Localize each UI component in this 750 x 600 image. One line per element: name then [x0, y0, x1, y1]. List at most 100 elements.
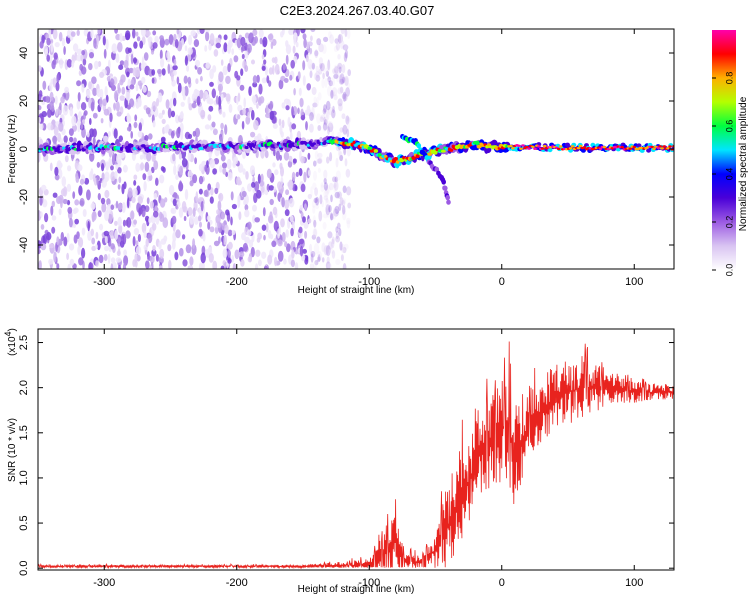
colorbar-label: Normalized spectral amplitude — [738, 96, 749, 231]
spectrogram-noise-blob — [59, 102, 62, 111]
spectrogram-noise-blob — [95, 231, 99, 240]
spectrogram-noise-blob — [338, 203, 342, 211]
spectrogram-noise-blob — [84, 177, 90, 185]
spectrogram-noise-blob — [99, 71, 105, 78]
spectrogram-noise-blob — [107, 131, 111, 137]
spectrogram-noise-blob — [159, 211, 163, 219]
spectrogram-noise-blob — [135, 101, 139, 107]
colorbar-tick-label: 0.4 — [724, 168, 734, 181]
spectrogram-noise-blob — [309, 47, 313, 55]
spectrogram-noise-blob — [161, 109, 165, 115]
spectrogram-noise-blob — [82, 209, 87, 217]
spectrogram-noise-blob — [313, 243, 320, 254]
spectrogram-noise-blob — [342, 185, 347, 194]
spectrogram-noise-blob — [345, 115, 350, 125]
spectrogram-noise-blob — [136, 254, 141, 262]
spectrogram-noise-blob — [62, 105, 69, 116]
spectrogram-noise-blob — [177, 82, 182, 94]
spectrogram-noise-blob — [191, 102, 197, 109]
spectrogram-noise-blob — [38, 248, 41, 255]
spectrogram-noise-blob — [93, 128, 97, 138]
spectrogram-noise-blob — [139, 154, 144, 160]
spectrogram-noise-blob — [255, 249, 261, 257]
spectrogram-noise-blob — [181, 86, 186, 97]
spectrogram-noise-blob — [309, 112, 314, 121]
spectrogram-noise-blob — [56, 236, 60, 246]
spectrogram-noise-blob — [309, 243, 313, 254]
spectrogram-noise-blob — [175, 174, 179, 181]
spectrogram-noise-blob — [343, 52, 348, 63]
spectrogram-noise-blob — [138, 122, 142, 132]
spectrogram-noise-blob — [76, 231, 80, 240]
spectrogram-noise-blob — [323, 182, 328, 191]
spectrogram-noise-blob — [163, 125, 169, 134]
spectrogram-noise-blob — [167, 107, 172, 119]
spectrogram-noise-blob — [195, 59, 201, 67]
spectrogram-noise-blob — [159, 35, 164, 41]
spectrogram-noise-blob — [238, 211, 242, 221]
spectrogram-noise-blob — [341, 198, 347, 204]
spectrogram-noise-blob — [297, 71, 301, 80]
spectrogram-noise-blob — [298, 226, 303, 234]
spectrogram-noise-blob — [117, 202, 123, 211]
spectrogram-noise-blob — [123, 249, 127, 256]
spectrogram-noise-blob — [110, 204, 115, 210]
spectrogram-noise-blob — [101, 179, 107, 188]
spectrogram-noise-blob — [92, 87, 98, 97]
spectrogram-noise-blob — [69, 136, 74, 143]
spectrogram-noise-blob — [325, 245, 331, 257]
spectrogram-noise-blob — [312, 227, 318, 238]
spectrogram-noise-blob — [315, 70, 320, 79]
spectrogram-noise-blob — [225, 75, 231, 85]
spectrogram-noise-blob — [66, 252, 69, 260]
snr-y-tick-label: 0.0 — [18, 561, 30, 576]
spectrogram-noise-blob — [346, 29, 351, 39]
spectrogram-noise-blob — [132, 188, 138, 198]
spectrogram-noise-blob — [314, 50, 319, 57]
spectrogram-noise-blob — [164, 38, 170, 46]
spectrogram-noise-blob — [212, 128, 218, 136]
spectrogram-noise-blob — [39, 195, 43, 206]
spectrogram-noise-blob — [252, 204, 257, 212]
spectrogram-noise-blob — [335, 235, 340, 243]
spectrogram-noise-blob — [173, 97, 177, 107]
spectrogram-noise-blob — [236, 75, 241, 81]
spectrogram-noise-blob — [317, 254, 321, 262]
spectrogram-noise-blob — [40, 211, 43, 218]
spectrogram-noise-blob — [328, 107, 334, 116]
spectrogram-noise-blob — [332, 209, 337, 220]
spectrogram-noise-blob — [341, 199, 346, 207]
spectrogram-noise-blob — [116, 111, 122, 117]
spectrogram-noise-blob — [209, 68, 214, 80]
spectrogram-noise-blob — [300, 29, 306, 34]
spectrogram-noise-blob — [281, 197, 285, 208]
spectrogram-noise-blob — [209, 226, 215, 233]
spectrogram-noise-blob — [161, 118, 166, 125]
spectrogram-noise-blob — [272, 123, 278, 129]
spectrogram-noise-blob — [332, 176, 337, 183]
spectrogram-ridge-core — [620, 146, 625, 149]
spectrogram-noise-blob — [184, 45, 188, 52]
spectrogram-noise-blob — [88, 63, 93, 71]
spectrogram-noise-blob — [43, 45, 49, 55]
spectrogram-noise-blob — [88, 81, 92, 90]
spectrogram-noise-blob — [181, 234, 186, 240]
spectrogram-noise-blob — [342, 246, 347, 254]
spectrogram-noise-blob — [338, 66, 342, 74]
spectrogram-noise-blob — [281, 231, 286, 243]
spectrogram-noise-blob — [327, 85, 332, 97]
spectrogram-noise-blob — [172, 231, 177, 243]
spectrogram-noise-blob — [117, 184, 121, 190]
spectrogram-noise-blob — [337, 191, 342, 199]
spectrogram-noise-blob — [278, 118, 282, 127]
spectrogram-branch-blob — [416, 143, 422, 149]
figure-title: C2E3.2024.267.03.40.G07 — [280, 3, 435, 18]
spectrogram-noise-blob — [158, 241, 162, 250]
spectrogram-noise-blob — [164, 197, 168, 203]
spectrogram-noise-blob — [227, 63, 231, 73]
spectrogram-noise-blob — [103, 254, 108, 261]
spectrogram-noise-blob — [339, 40, 345, 50]
spectrogram-noise-blob — [151, 166, 155, 174]
spectrogram-noise-blob — [331, 250, 336, 259]
spectrogram-noise-blob — [245, 115, 251, 125]
